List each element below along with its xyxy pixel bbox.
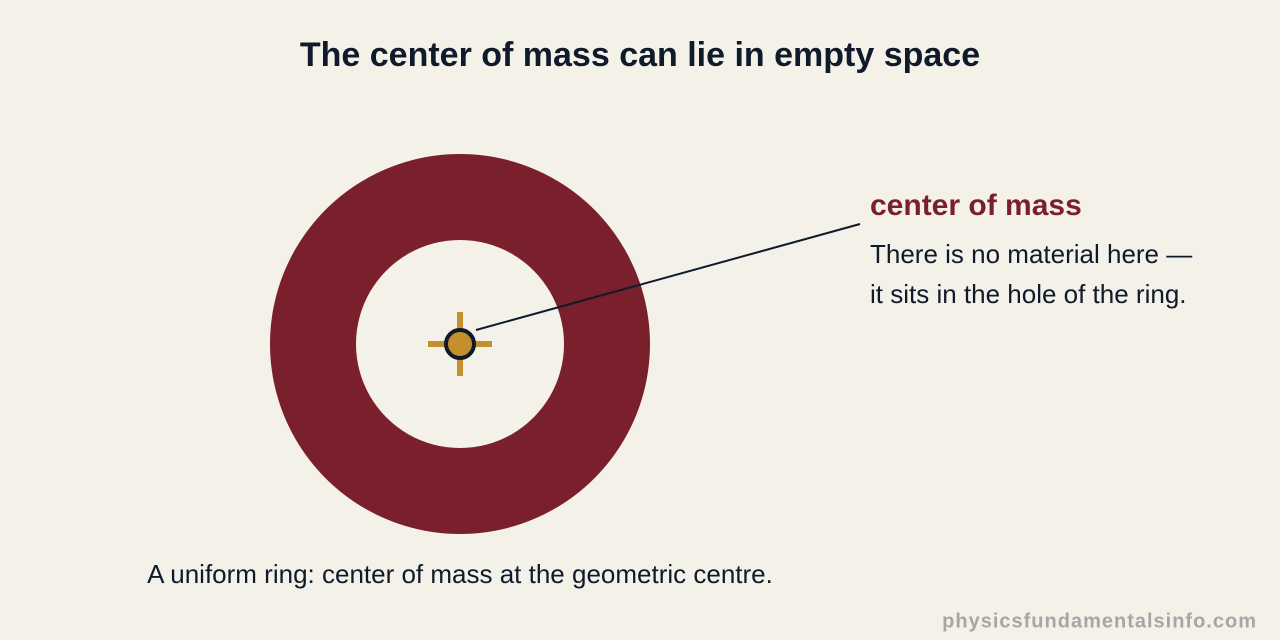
- title: The center of mass can lie in empty spac…: [300, 36, 980, 74]
- watermark: physicsfundamentalsinfo.com: [942, 610, 1257, 632]
- leader-line: [475, 223, 861, 331]
- callout-text: it sits in the hole of the ring.: [870, 279, 1187, 309]
- callout-heading: center of mass: [870, 189, 1082, 222]
- ring: [269, 154, 650, 534]
- callout-text: There is no material here —: [870, 239, 1192, 269]
- center-of-mass-marker: [444, 328, 476, 360]
- caption: A uniform ring: center of mass at the ge…: [147, 559, 773, 589]
